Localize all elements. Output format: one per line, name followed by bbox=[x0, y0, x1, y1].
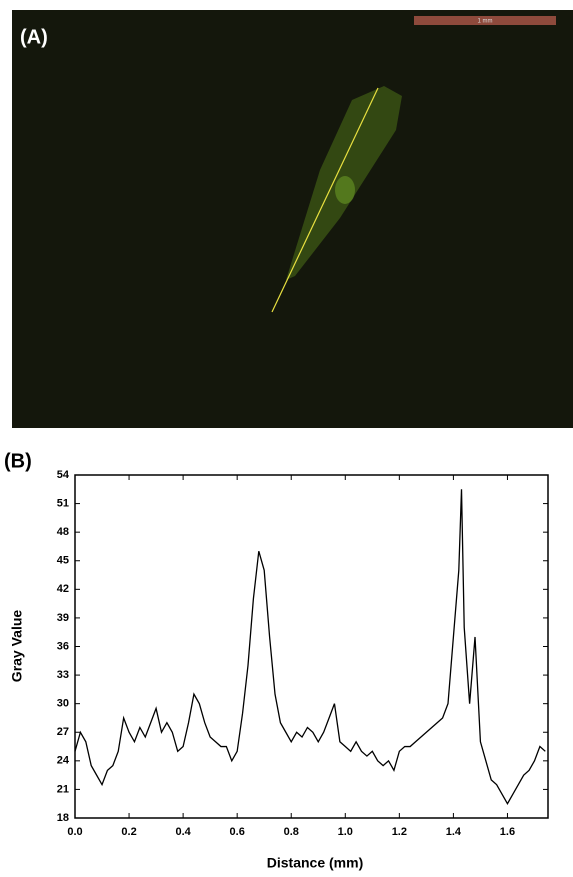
crystal-spot bbox=[335, 176, 355, 204]
y-tick-label: 21 bbox=[57, 783, 69, 795]
y-tick-label: 24 bbox=[57, 755, 70, 767]
panel-label: (A) bbox=[20, 26, 48, 48]
y-tick-label: 36 bbox=[57, 640, 69, 652]
scale-bar bbox=[414, 16, 556, 25]
profile-line bbox=[271, 87, 379, 313]
x-tick-label: 0.0 bbox=[67, 826, 82, 838]
micrograph bbox=[12, 10, 573, 428]
y-tick-label: 51 bbox=[57, 497, 69, 509]
x-tick-label: 0.4 bbox=[175, 826, 191, 838]
y-tick-label: 39 bbox=[57, 612, 69, 624]
y-tick-label: 30 bbox=[57, 698, 69, 710]
x-tick-label: 1.2 bbox=[392, 826, 407, 838]
y-tick-label: 18 bbox=[57, 812, 69, 824]
x-axis-label: Distance (mm) bbox=[267, 855, 363, 871]
y-tick-label: 27 bbox=[57, 726, 69, 738]
y-tick-label: 45 bbox=[57, 555, 69, 567]
y-tick-label: 42 bbox=[57, 583, 69, 595]
plot-frame bbox=[74, 474, 549, 819]
x-tick-label: 0.2 bbox=[121, 826, 136, 838]
x-tick-label: 0.6 bbox=[230, 826, 245, 838]
y-tick-label: 54 bbox=[57, 469, 70, 481]
scale-bar-label: 1 mm bbox=[478, 19, 493, 25]
x-tick-label: 1.6 bbox=[500, 826, 515, 838]
x-tick-label: 1.0 bbox=[338, 826, 353, 838]
panel-label: (B) bbox=[4, 450, 32, 472]
x-tick-label: 0.8 bbox=[284, 826, 299, 838]
y-tick-label: 33 bbox=[57, 669, 69, 681]
y-tick-label: 48 bbox=[57, 526, 69, 538]
y-axis-label: Gray Value bbox=[9, 610, 25, 683]
x-tick-label: 1.4 bbox=[446, 826, 462, 838]
data-line bbox=[74, 489, 546, 806]
